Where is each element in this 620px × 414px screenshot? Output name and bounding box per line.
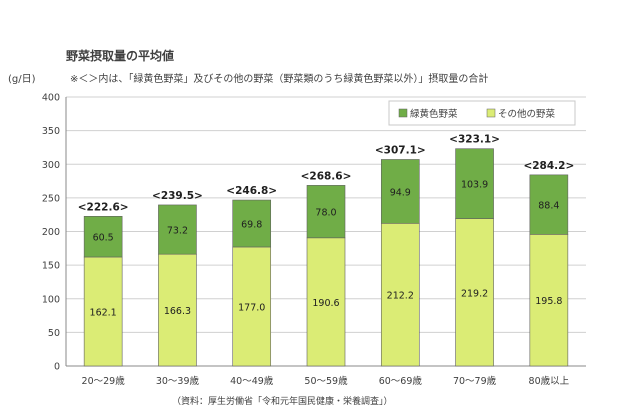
total-label: <284.2>	[523, 160, 574, 172]
bar-segment	[83, 216, 123, 258]
y-tick-label: 150	[42, 261, 60, 272]
bar-segment	[158, 204, 197, 255]
y-tick-labels: 0 50 100 150 200 250 300 350 400	[42, 93, 60, 373]
total-label: <222.6>	[78, 201, 129, 213]
bar-segment	[455, 148, 494, 219]
x-tick-label: 80歳以上	[529, 375, 570, 387]
x-tick-label: 60～69歳	[379, 375, 423, 387]
x-tick-labels: 20～29歳 30～39歳 40～49歳 50～59歳 60～69歳 70～79歳 80歳以…	[82, 375, 570, 387]
data-label: 88.4	[538, 201, 559, 212]
x-tick-label: 40～49歳	[230, 375, 274, 387]
bars	[83, 148, 569, 367]
bar-segment	[306, 237, 346, 367]
data-label: 69.8	[241, 219, 262, 230]
y-tick-label: 250	[42, 193, 60, 204]
bar-segment	[306, 185, 346, 239]
data-label: 219.2	[461, 288, 488, 299]
legend-swatch	[398, 108, 408, 118]
y-tick-label: 350	[42, 126, 60, 137]
data-label: 73.2	[167, 226, 188, 237]
data-label: 162.1	[90, 307, 117, 318]
data-label: 78.0	[315, 208, 336, 219]
bar-segment	[455, 218, 494, 367]
data-labels: 162.1 60.5 <222.6> 166.3 73.2 <239.5> 177.0 69.…	[78, 134, 575, 319]
y-tick-label: 300	[42, 160, 60, 171]
total-label: <239.5>	[152, 190, 203, 202]
x-tick-label: 70～79歳	[453, 375, 497, 387]
bar-segment	[380, 222, 420, 367]
data-label: 60.5	[93, 233, 114, 244]
data-label: 212.2	[387, 291, 414, 302]
y-tick-label: 400	[42, 93, 60, 104]
x-tick-label: 50～59歳	[304, 375, 348, 387]
bar-segment	[529, 174, 569, 235]
data-label: 195.8	[535, 296, 562, 307]
data-label: 103.9	[461, 180, 488, 191]
y-axis-unit: (g/日)	[8, 74, 36, 85]
x-tick-label: 20～29歳	[82, 375, 126, 387]
legend-label: その他の野菜	[498, 108, 556, 120]
bar-segment	[83, 256, 123, 367]
data-label: 166.3	[164, 306, 191, 317]
legend: 緑黄色野菜 その他の野菜	[388, 100, 576, 126]
y-tick-label: 50	[48, 328, 60, 339]
y-tick-label: 100	[42, 294, 60, 305]
y-tick-label: 0	[54, 362, 60, 373]
legend-label: 緑黄色野菜	[410, 108, 458, 120]
chart-note: ※＜＞内は、「緑黄色野菜」及びその他の野菜（野菜類のうち緑黄色野菜以外）」摂取量…	[70, 74, 489, 85]
data-label: 177.0	[238, 302, 265, 313]
y-tick-label: 200	[42, 227, 60, 238]
bar-segment	[232, 199, 272, 248]
legend-box	[388, 100, 576, 126]
chart-title: 野菜摂取量の平均値	[66, 49, 175, 63]
data-label: 190.6	[312, 298, 339, 309]
bar-segment	[380, 159, 420, 224]
total-label: <268.6>	[301, 170, 352, 182]
data-label: 94.9	[390, 187, 411, 198]
total-label: <307.1>	[375, 144, 426, 156]
x-tick-label: 30～39歳	[156, 375, 200, 387]
total-label: <246.8>	[226, 185, 277, 197]
legend-swatch	[486, 108, 496, 118]
source-note: （資料：厚生労働省「令和元年国民健康・栄養調査」）	[172, 397, 393, 407]
total-label: <323.1>	[449, 134, 500, 146]
grid-lines	[65, 96, 586, 367]
bar-segment	[158, 253, 197, 367]
